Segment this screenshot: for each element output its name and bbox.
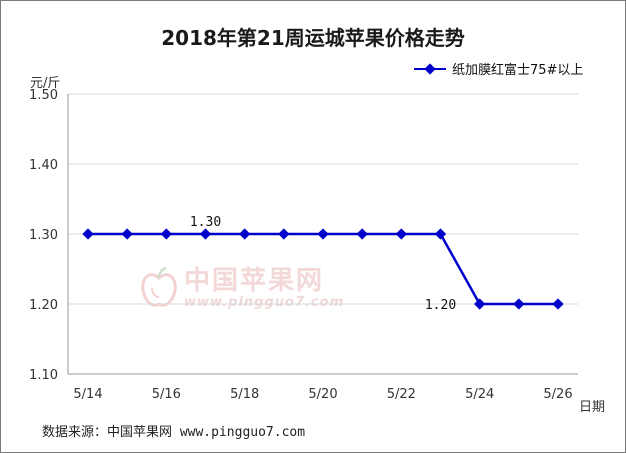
- data-point: [199, 228, 212, 240]
- x-tick-label: 5/22: [387, 387, 416, 402]
- legend: 纸加膜红富士75#以上: [412, 59, 583, 78]
- x-tick-label: 5/14: [73, 387, 102, 402]
- data-point: [474, 298, 486, 310]
- x-tick-label: 5/20: [308, 387, 337, 402]
- series-line: [88, 232, 558, 306]
- data-point: [317, 228, 329, 240]
- data-source: 数据来源：中国苹果网 www.pingguo7.com: [42, 425, 306, 440]
- y-tick-label: 1.30: [29, 228, 58, 243]
- y-tick-label: 1.10: [29, 368, 58, 383]
- x-tick-label: 5/18: [230, 387, 259, 402]
- data-point: [513, 298, 525, 310]
- legend-marker-icon: [414, 62, 446, 75]
- data-point: [552, 298, 564, 310]
- y-axis-unit: 元/斤: [30, 76, 61, 91]
- watermark-url: www.pingguo7.com: [184, 294, 345, 310]
- data-point: [239, 228, 251, 240]
- data-point: [395, 228, 407, 240]
- watermark-text: 中国苹果网: [184, 265, 325, 296]
- data-point: [160, 228, 172, 240]
- data-point: [434, 228, 447, 240]
- x-axis-unit: 日期: [579, 400, 606, 415]
- x-tick-label: 5/24: [465, 387, 494, 402]
- data-point: [356, 228, 368, 240]
- y-tick-label: 1.40: [29, 158, 58, 173]
- data-label: 1.20: [425, 298, 456, 313]
- watermark: 中国苹果网 www.pingguo7.com: [140, 266, 344, 310]
- legend-label: 纸加膜红富士75#以上: [452, 63, 584, 78]
- data-point: [121, 228, 133, 240]
- y-tick-label: 1.20: [29, 298, 58, 313]
- data-point: [278, 228, 290, 240]
- data-label: 1.30: [190, 215, 221, 230]
- data-point: [82, 228, 94, 240]
- y-tick-label: 1.50: [29, 88, 58, 103]
- chart-title: 2018年第21周运城苹果价格走势: [161, 26, 465, 50]
- x-tick-label: 5/16: [152, 387, 181, 402]
- x-tick-label: 5/26: [543, 387, 572, 402]
